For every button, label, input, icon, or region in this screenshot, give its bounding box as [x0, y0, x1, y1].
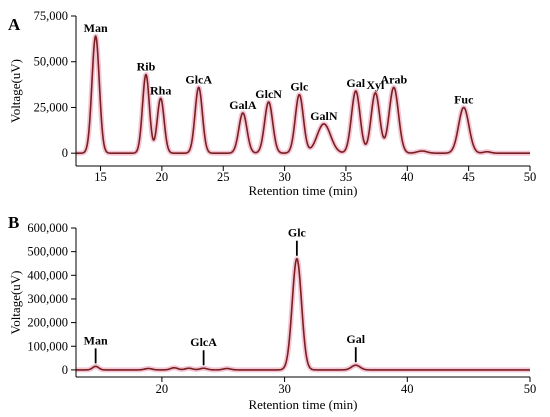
peak-label: Glc	[288, 226, 307, 240]
x-axis-label: Retention time (min)	[248, 397, 357, 412]
x-axis-label: Retention time (min)	[248, 183, 357, 198]
y-axis-label: Voltage(uV)	[8, 270, 23, 334]
x-tick-label: 20	[156, 382, 169, 396]
y-tick-label: 400,000	[27, 268, 68, 282]
x-tick-label: 25	[217, 170, 230, 184]
y-tick-label: 500,000	[27, 245, 68, 259]
x-tick-label: 50	[524, 170, 537, 184]
x-tick-label: 50	[524, 382, 537, 396]
peak-label: Gal	[346, 76, 365, 90]
peak-label: Arab	[380, 72, 407, 86]
peak-label: Man	[84, 21, 108, 35]
x-tick-label: 45	[462, 170, 475, 184]
y-tick-label: 25,000	[34, 100, 68, 114]
chart-panel-a: 15 20 25 30 35 40 45 50 0 25,000 50,000 75,000 Reten…	[8, 9, 536, 198]
chromatogram-trace-b	[75, 257, 531, 371]
x-tick-label: 40	[401, 382, 414, 396]
chart-panel-b: 20 30 40 50 0 100,000 200,000 300,000 400,000 500…	[8, 213, 536, 412]
x-tick-label: 35	[340, 170, 353, 184]
peak-label: GalA	[229, 98, 257, 112]
y-tick-label: 0	[62, 363, 68, 377]
y-tick-label: 100,000	[27, 339, 68, 353]
x-tick-label: 30	[278, 382, 291, 396]
y-tick-label: 75,000	[34, 9, 68, 23]
panel-label: B	[8, 213, 19, 232]
peak-label: GlcA	[190, 335, 217, 349]
peak-label: GlcN	[255, 87, 282, 101]
peak-label: Rha	[150, 83, 171, 97]
peak-label: Xyl	[366, 78, 385, 92]
x-tick-label: 40	[401, 170, 414, 184]
y-tick-label: 50,000	[34, 55, 68, 69]
peak-label: Rib	[137, 60, 156, 74]
y-tick-label: 600,000	[27, 221, 68, 235]
peak-label: Fuc	[454, 92, 474, 106]
y-axis-label: Voltage(uV)	[8, 59, 23, 123]
y-tick-label: 0	[62, 146, 68, 160]
x-tick-label: 30	[278, 170, 291, 184]
peak-label: GalN	[310, 109, 338, 123]
y-tick-label: 300,000	[27, 292, 68, 306]
panel-label: A	[8, 15, 21, 34]
peak-label: Man	[84, 333, 108, 347]
peak-label: GlcA	[185, 72, 212, 86]
peak-label: Gal	[346, 332, 365, 346]
y-tick-label: 200,000	[27, 316, 68, 330]
x-tick-label: 15	[94, 170, 107, 184]
peak-label: Glc	[290, 80, 309, 94]
chromatogram-trace-a	[75, 35, 531, 154]
x-tick-label: 20	[156, 170, 169, 184]
